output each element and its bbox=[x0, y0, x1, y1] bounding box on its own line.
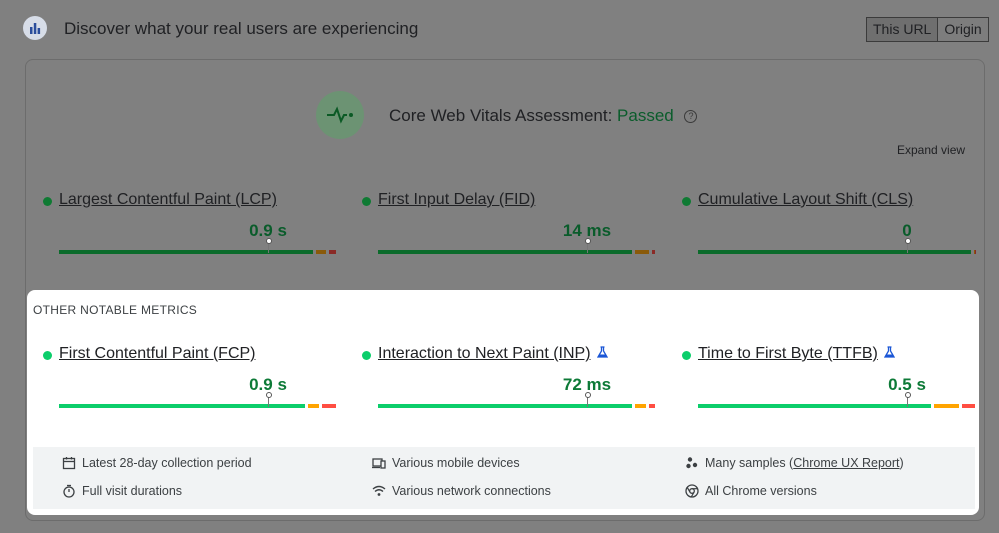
this-url-tab[interactable]: This URL bbox=[867, 18, 939, 41]
distribution-bar bbox=[378, 392, 656, 408]
p75-marker bbox=[266, 238, 272, 253]
metric-name-link[interactable]: Time to First Byte (TTFB) bbox=[698, 345, 895, 363]
metric-card: First Input Delay (FID) 14 ms bbox=[362, 191, 655, 261]
metric-card: First Contentful Paint (FCP) 0.9 s bbox=[43, 345, 336, 415]
poor-segment bbox=[962, 404, 975, 408]
needs-improvement-segment bbox=[635, 404, 646, 408]
status-dot-icon bbox=[43, 351, 52, 360]
footer-item: Various network connections bbox=[372, 484, 551, 498]
metric-value: 14 ms bbox=[562, 221, 612, 240]
footer-item: Full visit durations bbox=[62, 484, 182, 498]
chrome-ux-report-link[interactable]: Chrome UX Report bbox=[793, 456, 900, 470]
pulse-icon bbox=[316, 91, 364, 139]
footer-item: Various mobile devices bbox=[372, 456, 520, 470]
poor-segment bbox=[649, 404, 655, 408]
metric-name-link[interactable]: Interaction to Next Paint (INP) bbox=[378, 345, 608, 363]
assessment-status: Passed bbox=[617, 106, 674, 125]
footer-item: Many samples (Chrome UX Report) bbox=[685, 456, 904, 470]
status-dot-icon bbox=[682, 197, 691, 206]
p75-marker bbox=[905, 238, 911, 253]
devices-icon bbox=[372, 458, 386, 469]
p75-marker bbox=[905, 392, 911, 407]
section-title: OTHER NOTABLE METRICS bbox=[33, 303, 198, 317]
status-dot-icon bbox=[43, 197, 52, 206]
needs-improvement-segment bbox=[316, 250, 326, 254]
metric-card: Cumulative Layout Shift (CLS) 0 bbox=[682, 191, 976, 261]
footer-item: All Chrome versions bbox=[685, 484, 817, 498]
wifi-icon bbox=[372, 485, 386, 496]
distribution-bar bbox=[59, 392, 337, 408]
distribution-bar bbox=[698, 392, 976, 408]
footer-item: Latest 28-day collection period bbox=[62, 456, 252, 470]
collection-info: Latest 28-day collection period Various … bbox=[33, 447, 975, 509]
poor-segment bbox=[329, 250, 336, 254]
good-segment bbox=[59, 250, 313, 254]
other-notable-metrics-panel: OTHER NOTABLE METRICS First Contentful P… bbox=[27, 290, 979, 515]
distribution-bar bbox=[378, 238, 656, 254]
good-segment bbox=[698, 404, 931, 408]
metric-card: Largest Contentful Paint (LCP) 0.9 s bbox=[43, 191, 336, 261]
needs-improvement-segment bbox=[934, 404, 959, 408]
metric-card: Interaction to Next Paint (INP) 72 ms bbox=[362, 345, 655, 415]
metric-value: 0.9 s bbox=[249, 375, 287, 394]
poor-segment bbox=[322, 404, 336, 408]
experimental-flask-icon bbox=[596, 346, 608, 361]
status-dot-icon bbox=[682, 351, 691, 360]
metric-name-link[interactable]: First Input Delay (FID) bbox=[378, 191, 536, 208]
metric-name-link[interactable]: Largest Contentful Paint (LCP) bbox=[59, 191, 277, 208]
origin-tab[interactable]: Origin bbox=[938, 18, 988, 41]
good-segment bbox=[378, 250, 632, 254]
poor-segment bbox=[975, 250, 976, 254]
expand-view-link[interactable]: Expand view bbox=[897, 143, 966, 157]
needs-improvement-segment bbox=[635, 250, 649, 254]
needs-improvement-segment bbox=[974, 250, 975, 254]
good-segment bbox=[59, 404, 305, 408]
good-segment bbox=[698, 250, 971, 254]
metric-card: Time to First Byte (TTFB) 0.5 s bbox=[682, 345, 975, 415]
timer-icon bbox=[63, 484, 75, 498]
metric-value: 0 bbox=[902, 221, 912, 240]
calendar-icon bbox=[62, 457, 76, 470]
help-icon[interactable]: ? bbox=[684, 110, 698, 123]
chrome-icon bbox=[685, 484, 699, 498]
needs-improvement-segment bbox=[308, 404, 319, 408]
status-dot-icon bbox=[362, 197, 371, 206]
metric-value: 0.5 s bbox=[888, 375, 926, 394]
p75-marker bbox=[585, 238, 591, 253]
distribution-bar bbox=[59, 238, 337, 254]
samples-icon bbox=[686, 457, 698, 469]
page-title: Discover what your real users are experi… bbox=[64, 19, 419, 38]
report-header: Discover what your real users are experi… bbox=[0, 0, 999, 58]
distribution-bar bbox=[698, 238, 976, 254]
metric-value: 72 ms bbox=[562, 375, 612, 394]
status-dot-icon bbox=[362, 351, 371, 360]
p75-marker bbox=[585, 392, 591, 407]
crux-logo-icon bbox=[23, 16, 47, 40]
assessment-label: Core Web Vitals Assessment: bbox=[389, 106, 613, 125]
good-segment bbox=[378, 404, 632, 408]
experimental-flask-icon bbox=[883, 346, 895, 361]
poor-segment bbox=[652, 250, 655, 254]
url-origin-toggle: This URL Origin bbox=[866, 17, 989, 42]
p75-marker bbox=[266, 392, 272, 407]
metric-value: 0.9 s bbox=[249, 221, 287, 240]
metric-name-link[interactable]: Cumulative Layout Shift (CLS) bbox=[698, 191, 914, 208]
metric-name-link[interactable]: First Contentful Paint (FCP) bbox=[59, 345, 256, 362]
